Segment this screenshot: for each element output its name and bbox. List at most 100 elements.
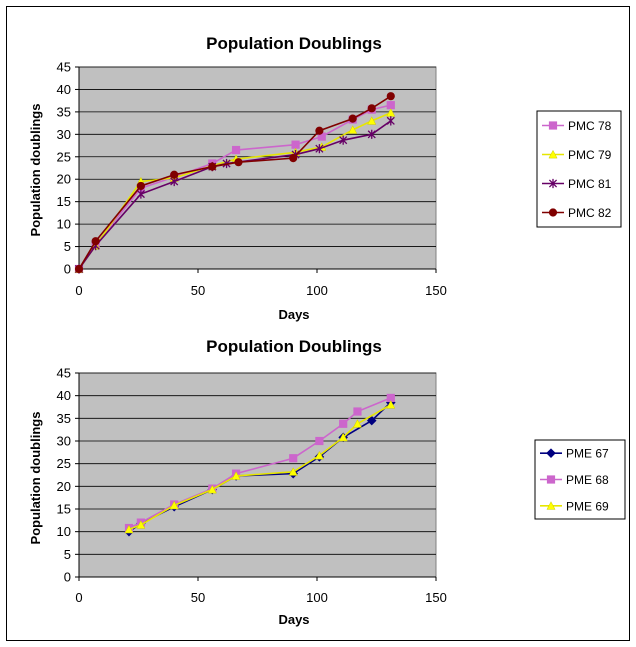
data-point: [314, 450, 324, 460]
chart-bottom: Population Doublings Days Population dou…: [28, 337, 626, 627]
chart-frame: Population Doublings Days Population dou…: [6, 6, 630, 641]
legend-box: [536, 110, 622, 228]
legend-label: PME 68: [566, 473, 609, 487]
data-point: [386, 101, 395, 110]
y-tick-label: 45: [57, 366, 71, 381]
data-point: [91, 237, 100, 246]
data-point: [339, 135, 348, 145]
y-tick-label: 25: [57, 456, 71, 471]
data-point: [315, 436, 324, 446]
x-tick-label: 50: [191, 283, 205, 298]
data-point: [234, 158, 243, 167]
data-point: [289, 154, 298, 163]
legend-marker: [548, 149, 558, 159]
data-point: [74, 264, 84, 274]
y-tick-label: 45: [57, 60, 71, 75]
legend-label: PMC 78: [568, 119, 612, 133]
chart-title: Population Doublings: [206, 34, 382, 53]
chart-top: Population Doublings Days Population dou…: [28, 34, 622, 322]
y-tick-label: 30: [57, 434, 71, 449]
data-point: [367, 129, 376, 139]
legend: PMC 78 PMC 79 PMC 81 PMC 82: [536, 110, 622, 228]
legend-item: PMC 81: [542, 177, 612, 191]
data-point: [169, 500, 179, 510]
legend-label: PMC 81: [568, 177, 612, 191]
legend-label: PMC 82: [568, 206, 612, 220]
x-tick-label: 100: [306, 590, 328, 605]
y-tick-label: 30: [57, 127, 71, 142]
data-point: [386, 400, 396, 409]
y-tick-label: 35: [57, 411, 71, 426]
plot-area: [78, 66, 437, 270]
data-point: [136, 181, 145, 191]
data-point: [136, 520, 146, 529]
y-tick-label: 20: [57, 479, 71, 494]
y-axis-label: Population doublings: [28, 412, 43, 545]
series-pmc-82: [74, 92, 395, 274]
y-tick-label: 35: [57, 104, 71, 119]
y-tick-label: 40: [57, 82, 71, 97]
data-point: [315, 126, 324, 135]
x-tick-label: 150: [425, 590, 447, 605]
data-point: [367, 104, 376, 113]
legend-label: PME 67: [566, 447, 609, 461]
x-tick-label: 100: [306, 283, 328, 298]
data-point: [231, 145, 241, 155]
legend-label: PMC 79: [568, 148, 612, 162]
data-point: [339, 419, 348, 428]
data-point: [291, 140, 300, 149]
x-axis-label: Days: [278, 307, 309, 322]
x-tick-label: 0: [75, 590, 82, 605]
legend-marker: [548, 178, 558, 189]
legend-marker: [548, 121, 558, 130]
data-point: [124, 524, 134, 534]
series-line: [128, 397, 392, 529]
legend-item: PMC 82: [542, 206, 612, 220]
y-tick-label: 10: [57, 217, 71, 232]
data-point: [386, 92, 395, 101]
data-point: [348, 125, 358, 134]
legend-item: PMC 79: [542, 148, 612, 162]
series-pme-69: [124, 400, 396, 534]
data-point: [348, 114, 357, 123]
data-point: [338, 432, 348, 442]
y-axis-label: Population doublings: [28, 104, 43, 237]
series-line: [128, 404, 392, 531]
data-point: [289, 454, 298, 463]
data-point: [366, 415, 377, 426]
legend-item: PMC 78: [542, 119, 612, 133]
legend-item: PME 68: [540, 473, 609, 487]
legend-item: PME 67: [540, 447, 609, 461]
y-tick-label: 40: [57, 388, 71, 403]
legend-marker: [546, 448, 556, 458]
data-point: [170, 170, 179, 179]
y-tick-label: 5: [64, 239, 71, 254]
data-point: [353, 407, 362, 416]
data-point: [207, 484, 217, 494]
chart-title: Population Doublings: [206, 337, 382, 356]
data-point: [315, 144, 324, 154]
data-point: [231, 471, 241, 480]
x-tick-label: 0: [75, 283, 82, 298]
legend-marker: [548, 208, 558, 217]
y-tick-label: 15: [57, 194, 71, 209]
data-point: [352, 419, 362, 428]
legend-label: PME 69: [566, 499, 609, 513]
y-tick-label: 25: [57, 149, 71, 164]
y-tick-label: 20: [57, 172, 71, 187]
x-axis-label: Days: [278, 612, 309, 627]
legend-item: PME 69: [540, 499, 609, 513]
legend-marker: [546, 501, 556, 510]
data-point: [136, 189, 145, 199]
y-tick-label: 10: [57, 524, 71, 539]
legend-marker: [546, 475, 556, 484]
data-point: [208, 162, 217, 171]
data-point: [288, 467, 298, 476]
x-tick-label: 150: [425, 283, 447, 298]
legend: PME 67 PME 68 PME 69: [534, 439, 626, 520]
x-tick-label: 50: [191, 590, 205, 605]
charts-canvas: Population Doublings Days Population dou…: [28, 34, 626, 627]
y-tick-label: 0: [64, 570, 71, 585]
y-tick-label: 0: [64, 262, 71, 277]
data-point: [367, 116, 377, 125]
